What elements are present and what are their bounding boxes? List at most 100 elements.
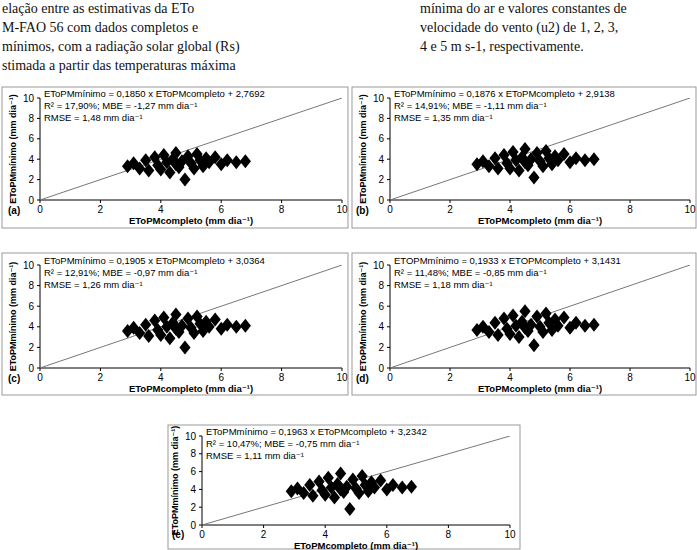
x-tick-label: 8 <box>279 204 285 215</box>
point <box>558 311 569 325</box>
y-tick <box>199 436 202 437</box>
point <box>519 304 530 318</box>
caption-line: 4 e 5 m s-1, respectivamente. <box>420 39 584 54</box>
x-tick-label: 10 <box>336 372 348 383</box>
y-tick <box>387 265 390 266</box>
identity-line <box>390 98 690 200</box>
panel-frame <box>2 253 348 395</box>
panel-frame <box>352 253 696 395</box>
x-axis <box>40 368 342 369</box>
caption-line: mínimos, com a radiação solar global (Rs… <box>2 39 240 55</box>
x-tick-label: 10 <box>336 204 348 215</box>
x-tick-label: 0 <box>199 529 205 540</box>
y-tick <box>37 368 40 369</box>
x-tick-label: 10 <box>504 529 516 540</box>
y-tick-label: 8 <box>28 280 34 291</box>
x-axis <box>390 368 690 369</box>
y-tick <box>387 98 390 99</box>
y-tick-label: 6 <box>378 301 384 312</box>
x-tick <box>450 368 451 371</box>
y-tick-label: 6 <box>28 301 34 312</box>
y-axis-label: EToPMmínimo (mm dia⁻¹) <box>8 94 18 204</box>
point <box>231 155 242 169</box>
point <box>406 480 417 494</box>
y-tick-label: 0 <box>28 363 34 374</box>
panel: 02468100246810EToPMcompleto (mm dia⁻¹)ET… <box>352 253 696 395</box>
x-tick <box>281 200 282 203</box>
annotation: EToPMmínimo = 0,1876 x EToPMcompleto + 2… <box>394 88 615 99</box>
point <box>397 481 408 495</box>
panel: 02468100246810EToPMcompleto (mm dia⁻¹)ET… <box>2 253 348 395</box>
point <box>179 340 190 354</box>
point <box>240 319 251 333</box>
y-tick-label: 6 <box>378 133 384 144</box>
y-tick <box>37 326 40 327</box>
y-tick <box>387 326 390 327</box>
y-tick-label: 0 <box>190 520 196 531</box>
x-tick-label: 4 <box>158 204 164 215</box>
point <box>164 331 175 345</box>
x-axis <box>40 200 342 201</box>
y-tick <box>387 347 390 348</box>
y-tick-label: 10 <box>23 93 35 104</box>
x-tick-label: 4 <box>507 204 513 215</box>
x-tick-label: 0 <box>387 204 393 215</box>
point <box>231 320 242 334</box>
x-tick <box>281 368 282 371</box>
x-tick <box>690 200 691 203</box>
y-tick <box>37 265 40 266</box>
y-tick-label: 2 <box>28 174 34 185</box>
y-tick-label: 4 <box>190 484 196 495</box>
x-axis-label: EToPMcompleto (mm dia⁻¹) <box>478 215 602 226</box>
caption-line: mínima do ar e valores constantes de <box>420 1 627 16</box>
y-axis <box>202 436 203 525</box>
x-tick-label: 8 <box>627 372 633 383</box>
page: elação entre as estimativas da EToM-FAO … <box>0 0 697 550</box>
x-tick-label: 2 <box>261 529 267 540</box>
x-tick-label: 6 <box>567 204 573 215</box>
point <box>579 319 590 333</box>
point <box>528 171 539 185</box>
panel: 02468100246810EToPMcompleto (mm dia⁻¹)ET… <box>168 425 520 550</box>
point <box>387 478 398 492</box>
x-tick <box>450 200 451 203</box>
x-tick <box>690 368 691 371</box>
x-tick-label: 10 <box>684 372 696 383</box>
annotation: R² = 11,48%; MBE = -0,85 mm dia⁻¹ <box>394 267 547 278</box>
annotation: R² = 17,90%; MBE = -1,27 mm dia⁻¹ <box>44 100 197 111</box>
x-tick-label: 6 <box>384 529 390 540</box>
panel-frame <box>168 425 520 549</box>
annotation: RMSE = 1,35 mm dia⁻¹ <box>394 112 493 123</box>
annotation: RMSE = 1,11 mm dia⁻¹ <box>206 450 304 461</box>
y-tick-label: 8 <box>190 448 196 459</box>
y-tick <box>37 347 40 348</box>
x-tick-label: 2 <box>447 372 453 383</box>
identity-line <box>40 265 342 368</box>
caption-line: elação entre as estimativas da ETo <box>2 1 194 16</box>
panel-label: (b) <box>356 205 369 216</box>
caption-line: stimada a partir das temperaturas máxima <box>2 58 236 73</box>
x-tick <box>630 368 631 371</box>
y-tick <box>199 471 202 472</box>
y-axis <box>40 98 41 200</box>
y-axis-label: EToPMmínimo (mm dia⁻¹) <box>170 426 180 536</box>
x-tick <box>510 200 511 203</box>
point <box>344 502 355 516</box>
y-tick <box>37 98 40 99</box>
x-axis <box>390 200 690 201</box>
annotation: EToPMmínimo = 0,1850 x EToPMcompleto + 2… <box>44 88 265 99</box>
point <box>579 153 590 167</box>
x-tick <box>342 200 343 203</box>
point <box>489 316 500 330</box>
panel-label: (a) <box>8 205 20 216</box>
x-tick-label: 6 <box>218 372 224 383</box>
plot-area <box>202 436 510 525</box>
y-tick-label: 4 <box>378 321 384 332</box>
point <box>179 173 190 187</box>
point <box>143 329 154 343</box>
point <box>335 466 346 480</box>
y-tick-label: 2 <box>28 342 34 353</box>
y-tick-label: 4 <box>28 154 34 165</box>
x-tick-label: 0 <box>387 372 393 383</box>
x-tick-label: 0 <box>37 204 43 215</box>
